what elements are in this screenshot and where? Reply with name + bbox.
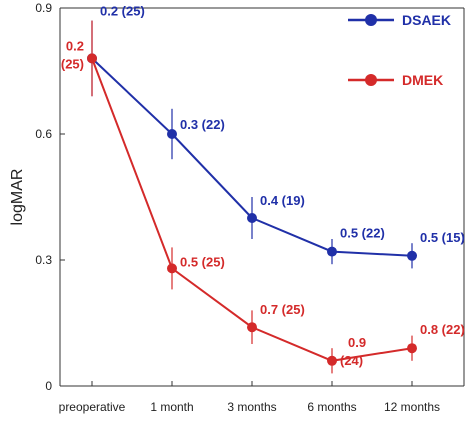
data-point [327,246,337,257]
y-tick-label: 0.6 [35,127,52,141]
legend-label: DSAEK [402,12,451,28]
data-label: 0.5 (22) [340,226,385,241]
legend-marker [365,14,377,26]
x-tick-label: 1 month [150,400,193,414]
data-label: 0.2 (25) [100,3,145,18]
legend-label: DMEK [402,72,443,88]
data-point [407,250,417,261]
y-tick-label: 0.3 [35,253,52,267]
data-label: 0.2 (25) [61,38,84,71]
data-label: 0.4 (19) [260,193,305,208]
data-label-line: (25) [61,56,84,71]
data-label: 0.5 (25) [180,254,225,269]
data-label: 0.8 (22) [420,322,465,337]
data-label-line: (24) [340,353,363,368]
x-tick-label: 12 months [384,400,440,414]
data-point [247,322,257,333]
data-point [167,263,177,274]
x-tick-label: 6 months [307,400,356,414]
y-tick-label: 0.9 [35,1,52,15]
y-tick-label: 0 [45,379,52,393]
data-label: 0.3 (22) [180,117,225,132]
data-label: 0.9 (24) [340,335,366,368]
legend: DSAEK DMEK [348,12,451,88]
series-dmek: 0.2 (25) 0.5 (25) 0.7 (25) 0.9 (24) 0.8 (22) [61,20,465,374]
series-dsaek: 0.2 (25) 0.3 (22) 0.4 (19) 0.5 (22) 0.5 (15) [87,3,465,269]
x-tick-label: 3 months [227,400,276,414]
chart-marks: 0.2 (25) 0.3 (22) 0.4 (19) 0.5 (22) 0.5 (15)… [61,3,465,374]
legend-marker [365,74,377,86]
x-tick-label: preoperative [59,400,126,414]
data-label-line: 0.9 [348,335,366,350]
axes: 0 0.3 0.6 0.9 preoperative 1 month 3 months 6 m… [9,1,465,414]
y-axis-label: logMAR [9,169,26,226]
data-label: 0.5 (15) [420,230,465,245]
data-point [87,53,97,64]
data-label-line: 0.2 [66,38,84,53]
data-point [327,355,337,366]
data-point [247,213,257,223]
data-label: 0.7 (25) [260,302,305,317]
data-point [407,343,417,354]
data-point [167,129,177,139]
